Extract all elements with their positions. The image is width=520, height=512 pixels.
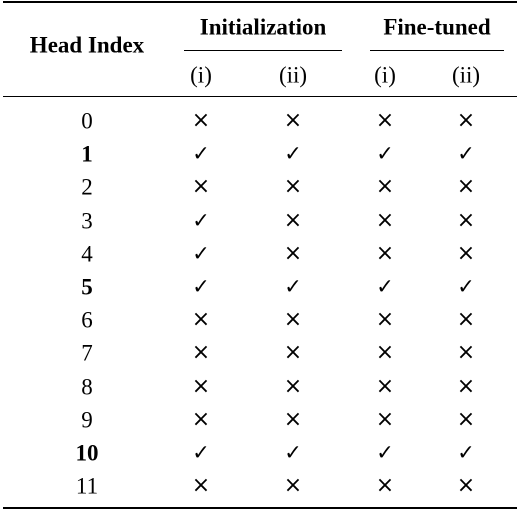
- head-index-cell: 4: [81, 241, 93, 267]
- cross-mark: ×: [375, 207, 395, 233]
- bottom-rule: [3, 507, 517, 509]
- head-index-cell: 5: [81, 274, 93, 300]
- head-index-cell: 8: [81, 374, 93, 400]
- cross-mark: ×: [375, 340, 395, 366]
- head-index-cell: 6: [81, 307, 93, 333]
- cross-mark: ×: [375, 174, 395, 200]
- cross-mark: ×: [191, 473, 211, 499]
- check-mark: ✓: [457, 440, 475, 465]
- init-sub-ii-header: (ii): [278, 62, 308, 88]
- cross-mark: ×: [283, 307, 303, 333]
- cross-mark: ×: [456, 307, 476, 333]
- cross-mark: ×: [456, 240, 476, 266]
- cross-mark: ×: [191, 307, 211, 333]
- cross-mark: ×: [191, 340, 211, 366]
- cross-mark: ×: [456, 373, 476, 399]
- cross-mark: ×: [375, 406, 395, 432]
- cross-mark: ×: [191, 174, 211, 200]
- cross-mark: ×: [375, 373, 395, 399]
- check-mark: ✓: [376, 141, 394, 166]
- head-index-cell: 10: [75, 440, 99, 466]
- cross-mark: ×: [375, 240, 395, 266]
- head-index-cell: 1: [81, 141, 93, 167]
- cross-mark: ×: [375, 473, 395, 499]
- check-mark: ✓: [192, 440, 210, 465]
- cross-mark: ×: [283, 340, 303, 366]
- head-index-cell: 3: [81, 208, 93, 234]
- cross-mark: ×: [456, 406, 476, 432]
- cross-mark: ×: [283, 108, 303, 133]
- head-index-header: Head Index: [29, 32, 145, 58]
- cross-mark: ×: [456, 207, 476, 233]
- check-mark: ✓: [284, 274, 302, 299]
- cross-mark: ×: [191, 406, 211, 432]
- cross-mark: ×: [283, 473, 303, 499]
- fine-tuned-sub-ii-header: (ii): [451, 62, 481, 88]
- cross-mark: ×: [283, 406, 303, 432]
- fine-tuned-group-header: Fine-tuned: [383, 14, 491, 40]
- fine-tuned-sub-i-header: (i): [374, 62, 396, 88]
- check-mark: ✓: [284, 440, 302, 465]
- head-index-cell: 0: [81, 108, 93, 134]
- initialization-group-rule: [184, 50, 342, 51]
- cross-mark: ×: [283, 174, 303, 200]
- cross-mark: ×: [283, 207, 303, 233]
- cross-mark: ×: [375, 108, 395, 133]
- check-mark: ✓: [192, 208, 210, 233]
- cross-mark: ×: [283, 373, 303, 399]
- cross-mark: ×: [456, 473, 476, 499]
- cross-mark: ×: [456, 340, 476, 366]
- check-mark: ✓: [192, 241, 210, 266]
- cross-mark: ×: [191, 373, 211, 399]
- check-mark: ✓: [192, 141, 210, 166]
- cross-mark: ×: [191, 108, 211, 133]
- check-mark: ✓: [284, 141, 302, 166]
- cross-mark: ×: [456, 108, 476, 133]
- fine-tuned-group-rule: [370, 50, 504, 51]
- init-sub-i-header: (i): [190, 62, 212, 88]
- head-index-cell: 9: [81, 407, 93, 433]
- top-rule: [3, 1, 517, 3]
- cross-mark: ×: [456, 174, 476, 200]
- check-mark: ✓: [457, 141, 475, 166]
- initialization-group-header: Initialization: [199, 14, 327, 40]
- check-mark: ✓: [376, 274, 394, 299]
- cross-mark: ×: [283, 240, 303, 266]
- check-mark: ✓: [457, 274, 475, 299]
- head-index-cell: 7: [81, 340, 93, 366]
- check-mark: ✓: [376, 440, 394, 465]
- head-index-cell: 2: [81, 174, 93, 200]
- cross-mark: ×: [375, 307, 395, 333]
- head-index-cell: 11: [75, 473, 99, 499]
- check-mark: ✓: [192, 274, 210, 299]
- header-rule: [3, 96, 517, 97]
